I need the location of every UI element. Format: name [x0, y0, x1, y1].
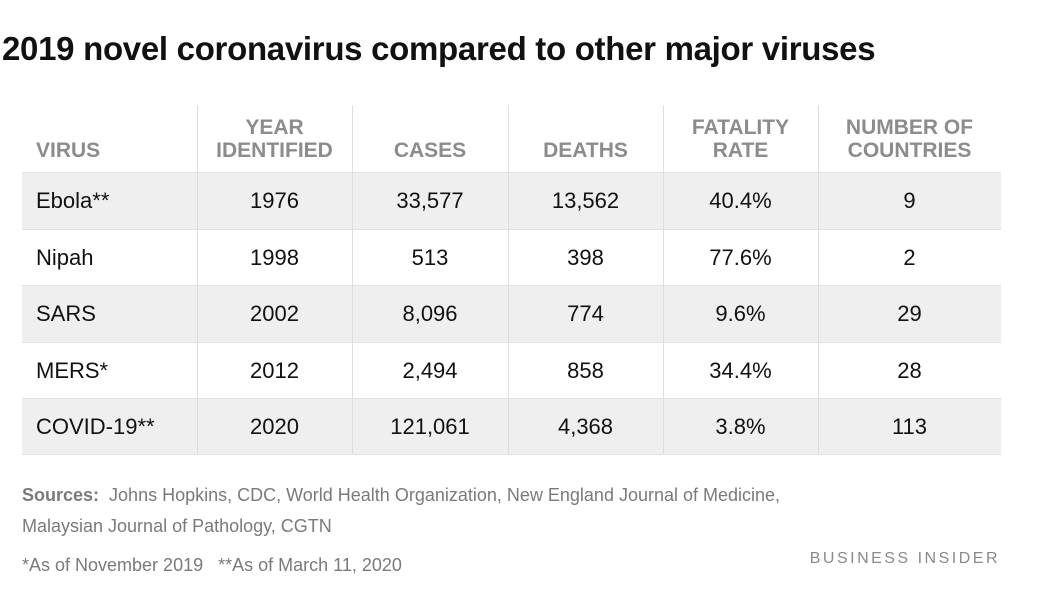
- table-cell: 2: [903, 244, 916, 270]
- sources-text-1: Johns Hopkins, CDC, World Health Organiz…: [109, 485, 781, 505]
- table-cell: 121,061: [390, 414, 470, 440]
- column-divider: [508, 105, 509, 455]
- column-divider: [197, 105, 198, 455]
- table-cell: 513: [411, 244, 449, 270]
- column-header-text: VIRUS: [36, 139, 101, 162]
- virus-name-cell: COVID-19**: [36, 414, 155, 440]
- table-cell: 3.8%: [715, 414, 766, 440]
- column-header-text: NUMBER OF: [845, 116, 974, 139]
- table-cell: 2020: [250, 414, 299, 440]
- table-cell: 1998: [250, 244, 299, 270]
- business-insider-logo: BUSINESS INSIDER: [809, 550, 1000, 567]
- sources-text-2: Malaysian Journal of Pathology, CGTN: [22, 516, 332, 536]
- column-header-text: IDENTIFIED: [216, 139, 333, 162]
- column-header: NUMBER OF COUNTRIES: [818, 116, 1001, 162]
- virus-name-cell: Ebola**: [36, 188, 110, 213]
- table-cell: 1976: [250, 188, 299, 213]
- table-cell: 2,494: [402, 357, 458, 383]
- table-bottom-border: [22, 454, 1001, 455]
- table-row: SARS 2002 8,096 774 9.6% 29: [22, 285, 1001, 343]
- sources-line-1: Sources: Johns Hopkins, CDC, World Healt…: [22, 485, 780, 506]
- table-cell: 33,577: [396, 188, 464, 213]
- table-cell: 774: [567, 301, 604, 327]
- column-header: CASES: [352, 139, 508, 162]
- chart-title: 2019 novel coronavirus compared to other…: [2, 30, 876, 67]
- table-cell: 858: [567, 357, 604, 383]
- column-divider: [818, 105, 819, 455]
- column-header: YEAR IDENTIFIED: [197, 116, 352, 162]
- column-header: VIRUS: [36, 139, 211, 162]
- column-header-text: RATE: [712, 139, 769, 162]
- table-cell: 34.4%: [709, 357, 772, 383]
- sources-label: Sources:: [22, 485, 100, 505]
- table-cell: 398: [567, 244, 604, 270]
- table-cell: 28: [897, 357, 922, 383]
- virus-name-cell: MERS*: [36, 357, 109, 383]
- table-row: MERS* 2012 2,494 858 34.4% 28: [22, 341, 1001, 399]
- table-cell: 9: [903, 188, 916, 213]
- column-divider: [663, 105, 664, 455]
- table-row: COVID-19** 2020 121,061 4,368 3.8% 113: [22, 398, 1001, 456]
- footnote: *As of November 2019 **As of March 11, 2…: [22, 555, 402, 575]
- table-header: VIRUS YEAR IDENTIFIED CASES DEATHS FATALITY RA…: [22, 105, 1001, 172]
- column-header-text: YEAR: [245, 116, 304, 139]
- table-cell: 40.4%: [709, 188, 772, 213]
- table-cell: 4,368: [557, 414, 614, 440]
- table-cell: 29: [897, 301, 922, 327]
- column-divider: [352, 105, 353, 455]
- table-cell: 77.6%: [709, 244, 772, 270]
- table-row: Ebola** 1976 33,577 13,562 40.4% 9: [22, 172, 1001, 229]
- table-cell: 8,096: [402, 301, 458, 327]
- column-header-text: DEATHS: [543, 139, 628, 162]
- column-header-text: COUNTRIES: [847, 139, 972, 162]
- virus-name-cell: SARS: [36, 301, 96, 327]
- column-header-text: CASES: [393, 139, 467, 162]
- column-header: FATALITY RATE: [663, 116, 818, 162]
- table-cell: 2002: [250, 301, 299, 327]
- table-cell: 113: [891, 414, 928, 440]
- table-cell: 9.6%: [715, 301, 766, 327]
- virus-name-cell: Nipah: [36, 244, 94, 270]
- table-cell: 13,562: [551, 188, 620, 213]
- column-header: DEATHS: [508, 139, 663, 162]
- column-header-text: FATALITY: [691, 116, 790, 139]
- table-row: Nipah 1998 513 398 77.6% 2: [22, 228, 1001, 286]
- table-cell: 2012: [250, 357, 299, 383]
